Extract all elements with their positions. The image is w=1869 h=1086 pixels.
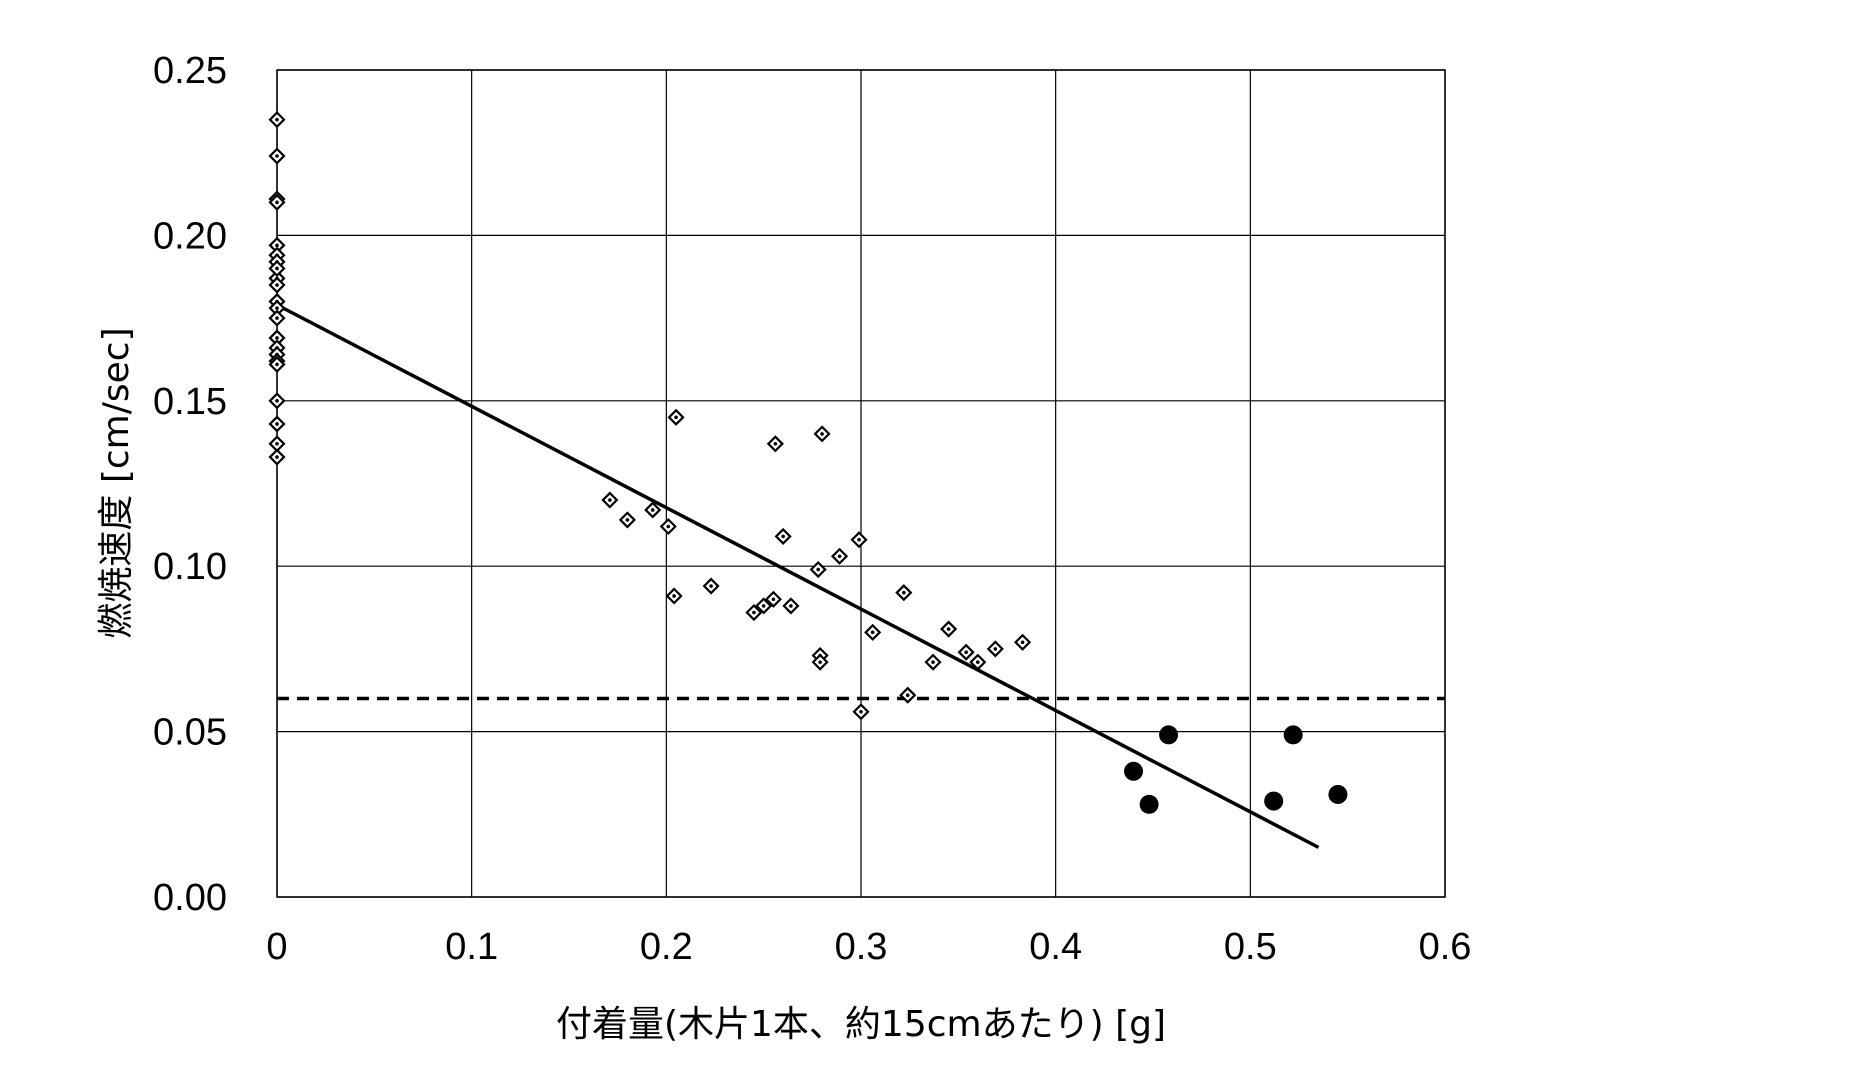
data-point-diamond-center xyxy=(1021,640,1025,644)
data-point-diamond-center xyxy=(709,584,713,588)
data-point-diamond-center xyxy=(275,455,279,459)
data-point-circle xyxy=(1284,725,1303,744)
grid xyxy=(277,70,1445,897)
x-tick-label: 0.1 xyxy=(445,926,498,968)
data-point-diamond-center xyxy=(781,535,785,539)
data-point-diamond-center xyxy=(947,627,951,631)
data-point-diamond-center xyxy=(774,442,778,446)
data-point-circle xyxy=(1264,792,1283,811)
y-tick-label: 0.15 xyxy=(153,381,227,423)
data-point-diamond-center xyxy=(762,604,766,608)
data-point-diamond-center xyxy=(857,538,861,542)
x-tick-label: 0.5 xyxy=(1224,926,1277,968)
data-point-diamond-center xyxy=(902,591,906,595)
trendline xyxy=(277,305,1318,848)
data-point-diamond-center xyxy=(275,422,279,426)
data-point-diamond-center xyxy=(275,336,279,340)
data-point-diamond-center xyxy=(838,554,842,558)
data-point-diamond-center xyxy=(816,568,820,572)
data-point-diamond-center xyxy=(752,611,756,615)
data-point-diamond-center xyxy=(275,267,279,271)
x-axis-title: 付着量(木片1本、約15cmあたり) [g] xyxy=(556,1004,1166,1045)
y-tick-label: 0.20 xyxy=(153,215,227,257)
data-point-diamond-center xyxy=(275,201,279,205)
data-point-diamond-center xyxy=(789,604,793,608)
data-point-diamond-center xyxy=(818,660,822,664)
data-point-diamond-center xyxy=(626,518,630,522)
data-point-diamond-center xyxy=(976,660,980,664)
x-tick-label: 0 xyxy=(266,926,287,968)
y-tick-label: 0.05 xyxy=(153,712,227,754)
y-tick-label: 0.25 xyxy=(153,50,227,92)
data-point-diamond-center xyxy=(931,660,935,664)
data-point-circle xyxy=(1140,795,1159,814)
y-axis-title: 燃焼速度 [cm/sec] xyxy=(96,327,137,638)
trendline-layer xyxy=(277,305,1318,848)
data-point-diamond-center xyxy=(772,597,776,601)
data-point-diamond-center xyxy=(275,283,279,287)
data-point-diamond-center xyxy=(275,118,279,122)
data-point-diamond-center xyxy=(994,647,998,651)
y-tick-labels: 0.00 0.05 0.10 0.15 0.20 0.25 xyxy=(153,50,227,919)
data-point-diamond-center xyxy=(820,432,824,436)
x-tick-label: 0.6 xyxy=(1419,926,1472,968)
data-point-diamond-center xyxy=(964,650,968,654)
x-tick-labels: 0 0.1 0.2 0.3 0.4 0.5 0.6 xyxy=(266,926,1471,968)
data-point-diamond-center xyxy=(666,525,670,529)
data-point-diamond-center xyxy=(906,693,910,697)
data-point-diamond-center xyxy=(651,508,655,512)
data-points xyxy=(270,113,1347,814)
x-tick-label: 0.4 xyxy=(1029,926,1082,968)
y-tick-label: 0.10 xyxy=(153,546,227,588)
data-point-diamond-center xyxy=(674,416,678,420)
data-point-diamond-center xyxy=(859,710,863,714)
data-point-diamond-center xyxy=(672,594,676,598)
data-point-diamond-center xyxy=(275,306,279,310)
data-point-diamond-center xyxy=(275,399,279,403)
data-point-circle xyxy=(1328,785,1347,804)
data-point-diamond-center xyxy=(275,442,279,446)
data-point-diamond-center xyxy=(275,154,279,158)
data-point-diamond-center xyxy=(608,498,612,502)
data-point-diamond-center xyxy=(275,363,279,367)
data-point-circle xyxy=(1124,762,1143,781)
data-point-circle xyxy=(1159,725,1178,744)
data-point-diamond-center xyxy=(275,244,279,248)
data-point-diamond-center xyxy=(871,631,875,635)
data-point-diamond-center xyxy=(275,316,279,320)
x-tick-label: 0.2 xyxy=(640,926,693,968)
x-tick-label: 0.3 xyxy=(835,926,888,968)
y-tick-label: 0.00 xyxy=(153,877,227,919)
